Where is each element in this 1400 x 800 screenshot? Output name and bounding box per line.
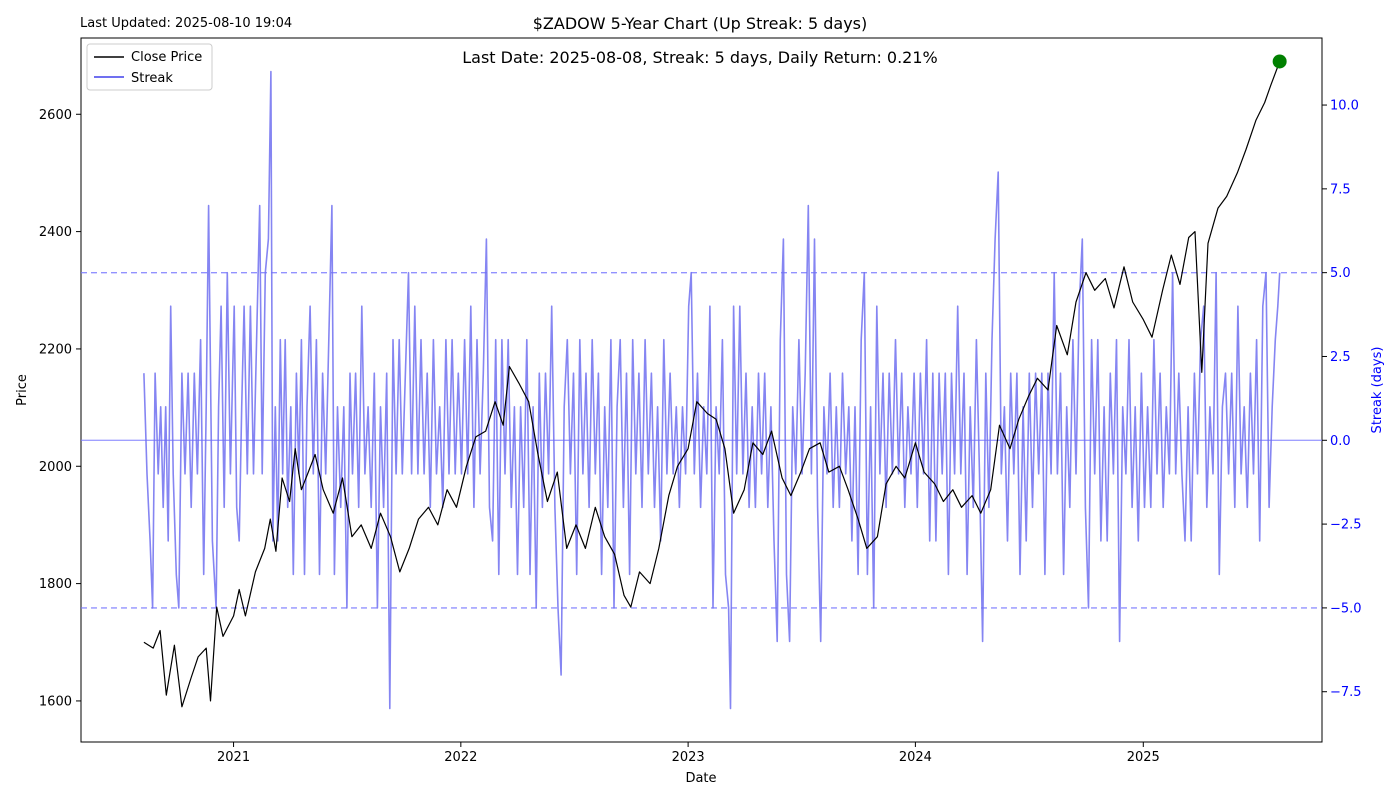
plot-area-frame [80,37,1323,743]
x-tick-label-2021: 2021 [217,750,250,765]
y-right-tick-label-3: 0.0 [1330,434,1351,449]
y-left-tick-label-2400: 2400 [39,225,72,240]
y-left-tick-label-1800: 1800 [39,577,72,592]
last-point-marker-layer [1272,54,1287,69]
legend-box [86,43,213,91]
reference-lines [81,271,1322,609]
last-updated-text: Last Updated: 2025-08-10 19:04 [80,16,292,31]
y-right-tick-label-6: 7.5 [1330,182,1351,197]
legend: Close Price Streak [86,43,213,91]
x-tick-label-2023: 2023 [672,750,705,765]
y-right-tick-label-7: 10.0 [1330,99,1359,114]
y-left-tick-label-2600: 2600 [39,108,72,123]
y-right-tick-label-5: 5.0 [1330,266,1351,281]
y-right-tick-label-0: −7.5 [1330,685,1362,700]
y-right-tick-label-4: 2.5 [1330,350,1351,365]
chart-title: $ZADOW 5-Year Chart (Up Streak: 5 days) [533,14,868,33]
x-axis: 2021 2022 2023 2024 2025 [217,742,1160,765]
y-axis-right: −7.5 −5.0 −2.5 0.0 2.5 5.0 7.5 10.0 [1322,99,1362,700]
streak-line [143,70,1281,710]
x-axis-label: Date [685,771,716,786]
y-left-tick-label-2000: 2000 [39,460,72,475]
chart-annotation: Last Date: 2025-08-08, Streak: 5 days, D… [462,48,938,67]
x-tick-label-2022: 2022 [444,750,477,765]
legend-entry-streak: Streak [131,71,173,86]
y-axis-left: 1600 1800 2000 2200 2400 2600 [39,108,81,709]
y-right-tick-label-1: −5.0 [1330,601,1362,616]
legend-entry-close-price: Close Price [131,50,202,65]
x-tick-label-2025: 2025 [1127,750,1160,765]
y-left-tick-label-1600: 1600 [39,694,72,709]
streak-series-layer [143,70,1281,710]
y-right-tick-label-2: −2.5 [1330,518,1362,533]
y-left-tick-label-2200: 2200 [39,342,72,357]
y-axis-left-label: Price [15,374,30,406]
last-point-marker [1272,54,1287,69]
y-axis-right-label: Streak (days) [1370,347,1385,434]
close-price-line [143,61,1281,708]
x-tick-label-2024: 2024 [899,750,932,765]
price-series-layer [143,61,1281,708]
